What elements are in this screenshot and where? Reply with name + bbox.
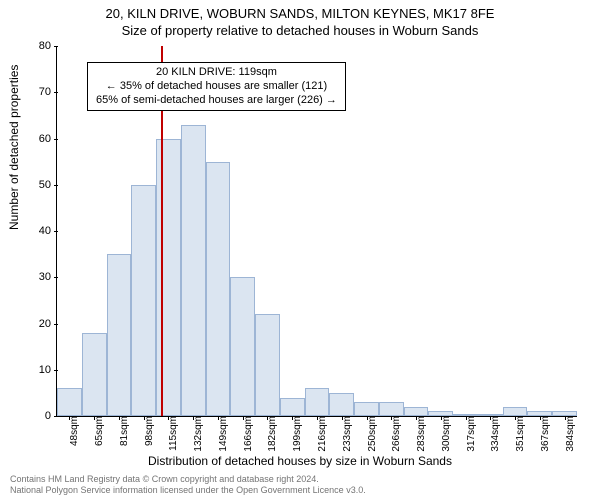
attribution-line3: National Polygon Service information lic… <box>10 485 366 496</box>
histogram-bar <box>230 277 255 416</box>
histogram-bar <box>206 162 231 416</box>
chart-title-line1: 20, KILN DRIVE, WOBURN SANDS, MILTON KEY… <box>0 0 600 21</box>
x-tick-label: 250sqm <box>361 416 378 452</box>
x-tick-label: 351sqm <box>509 416 526 452</box>
y-tick-label: 30 <box>39 271 57 283</box>
x-tick-label: 216sqm <box>311 416 328 452</box>
y-tick-label: 20 <box>39 318 57 330</box>
y-tick-label: 60 <box>39 133 57 145</box>
x-axis-label: Distribution of detached houses by size … <box>0 454 600 468</box>
plot-area: 0102030405060708048sqm65sqm81sqm98sqm115… <box>56 46 577 417</box>
histogram-bar <box>379 402 404 416</box>
y-tick-label: 40 <box>39 225 57 237</box>
x-tick-label: 300sqm <box>435 416 452 452</box>
annotation-line3: 65% of semi-detached houses are larger (… <box>96 94 337 108</box>
histogram-bar <box>255 314 280 416</box>
annotation-box: 20 KILN DRIVE: 119sqm ← 35% of detached … <box>87 62 346 111</box>
histogram-bar <box>404 407 429 416</box>
y-tick-label: 10 <box>39 364 57 376</box>
x-tick-label: 367sqm <box>534 416 551 452</box>
histogram-bar <box>503 407 528 416</box>
y-tick-label: 0 <box>45 410 57 422</box>
x-tick-label: 81sqm <box>113 416 130 446</box>
x-tick-label: 132sqm <box>187 416 204 452</box>
annotation-line2: ← 35% of detached houses are smaller (12… <box>96 80 337 94</box>
histogram-bar <box>107 254 132 416</box>
y-axis-label: Number of detached properties <box>7 65 21 230</box>
x-tick-label: 233sqm <box>336 416 353 452</box>
x-tick-label: 182sqm <box>261 416 278 452</box>
histogram-bar <box>354 402 379 416</box>
histogram-bar <box>305 388 330 416</box>
y-tick-label: 50 <box>39 179 57 191</box>
y-tick-label: 70 <box>39 86 57 98</box>
x-tick-label: 334sqm <box>484 416 501 452</box>
chart-title-line2: Size of property relative to detached ho… <box>0 21 600 42</box>
x-tick-label: 48sqm <box>63 416 80 446</box>
x-tick-label: 199sqm <box>286 416 303 452</box>
attribution-line1: Contains HM Land Registry data © Crown c… <box>10 474 366 485</box>
x-tick-label: 149sqm <box>212 416 229 452</box>
x-tick-label: 166sqm <box>237 416 254 452</box>
annotation-line1: 20 KILN DRIVE: 119sqm <box>96 66 337 80</box>
histogram-bar <box>280 398 305 417</box>
histogram-chart: 20, KILN DRIVE, WOBURN SANDS, MILTON KEY… <box>0 0 600 500</box>
x-tick-label: 283sqm <box>410 416 427 452</box>
x-tick-label: 317sqm <box>460 416 477 452</box>
histogram-bar <box>156 139 181 417</box>
histogram-bar <box>329 393 354 416</box>
x-tick-label: 98sqm <box>138 416 155 446</box>
histogram-bar <box>57 388 82 416</box>
y-tick-label: 80 <box>39 40 57 52</box>
histogram-bar <box>131 185 156 416</box>
x-tick-label: 384sqm <box>559 416 576 452</box>
x-tick-label: 115sqm <box>162 416 179 451</box>
histogram-bar <box>181 125 206 416</box>
attribution-text: Contains HM Land Registry data © Crown c… <box>10 474 366 496</box>
histogram-bar <box>82 333 107 416</box>
x-tick-label: 266sqm <box>385 416 402 452</box>
x-tick-label: 65sqm <box>88 416 105 446</box>
